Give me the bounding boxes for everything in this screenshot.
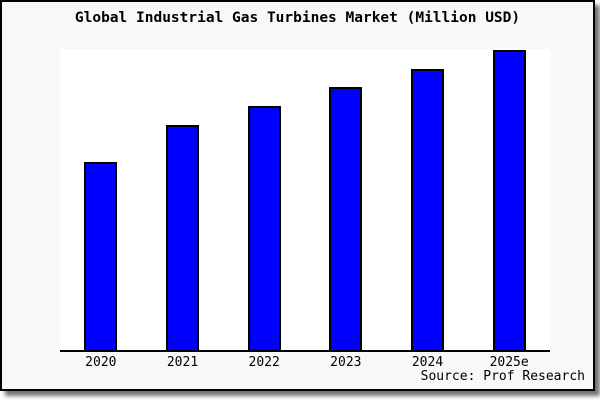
plot-area	[60, 49, 550, 352]
chart-title: Global Industrial Gas Turbines Market (M…	[74, 10, 521, 26]
x-axis-label-2025e: 2025e	[489, 355, 529, 370]
bar-2022	[247, 106, 281, 350]
x-axis-label-2024: 2024	[411, 355, 444, 370]
x-axis-label-2020: 2020	[85, 355, 117, 370]
bar-2021	[166, 125, 199, 350]
x-axis-label-2021: 2021	[166, 355, 199, 370]
bar-2023	[329, 87, 363, 350]
bar-2020	[84, 162, 118, 350]
chart-card: Global Industrial Gas Turbines Market (M…	[0, 0, 595, 391]
source-text: Source: Prof Research	[420, 369, 585, 384]
bar-2025e	[492, 50, 526, 350]
x-axis-label-2022: 2022	[248, 355, 280, 370]
x-axis-label-2023: 2023	[330, 355, 362, 370]
bar-2024	[411, 69, 444, 350]
